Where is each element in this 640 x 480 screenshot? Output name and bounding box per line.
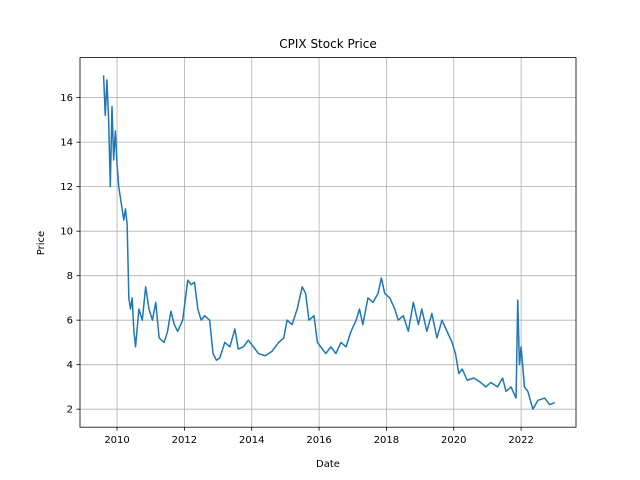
line-series [102, 75, 556, 410]
x-axis-label: Date [316, 459, 340, 470]
plot-frame [79, 57, 577, 428]
x-tick-label: 2016 [306, 435, 331, 446]
y-tick-label: 2 [67, 405, 73, 416]
y-tick-label: 10 [60, 227, 73, 238]
x-tick-label: 2014 [239, 435, 264, 446]
y-tick-label: 8 [67, 271, 73, 282]
y-tick-label: 6 [67, 316, 73, 327]
grid-layer [80, 57, 576, 428]
x-tick-label: 2018 [374, 435, 399, 446]
x-tick-label: 2020 [441, 435, 466, 446]
chart-title: CPIX Stock Price [279, 37, 377, 51]
y-tick-label: 4 [67, 360, 73, 371]
x-tick-label: 2010 [104, 435, 129, 446]
y-tick-label: 12 [60, 182, 73, 193]
data-layer [102, 75, 556, 410]
y-tick-label: 14 [60, 138, 73, 149]
y-tick-label: 16 [60, 93, 73, 104]
x-tick-label: 2022 [508, 435, 533, 446]
x-tick-label: 2012 [172, 435, 197, 446]
y-axis-label: Price [36, 231, 47, 255]
